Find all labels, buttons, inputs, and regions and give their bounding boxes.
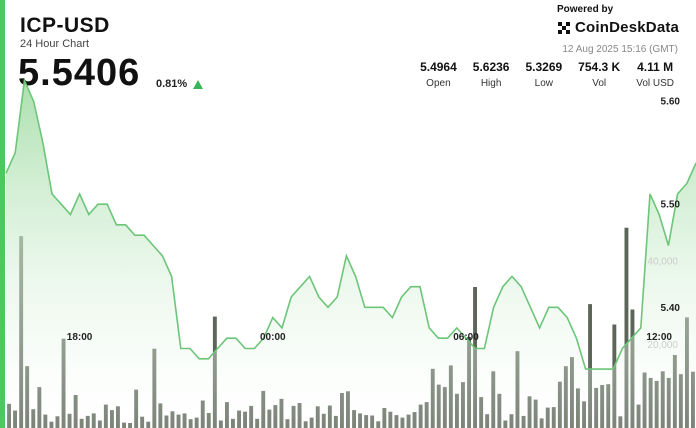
price-axis: 5.60 5.50 5.40	[661, 97, 681, 314]
price-area	[6, 80, 696, 428]
chart-subtitle: 24 Hour Chart	[20, 38, 90, 50]
price-tick-label: 5.50	[661, 200, 681, 211]
stat-high-label: High	[480, 78, 502, 89]
time-tick-label: 12:00	[646, 332, 672, 343]
stat-vol-label: Vol	[592, 78, 607, 89]
stat-vol-usd: 4.11 M Vol USD	[628, 60, 682, 89]
volume-bar	[624, 227, 629, 428]
symbol-title: ICP-USD	[20, 14, 110, 37]
stats-panel: 5.4964 Open 5.6236 High 5.3269 Low 754.3…	[412, 60, 682, 89]
timestamp: 12 Aug 2025 15:16 (GMT)	[562, 44, 678, 55]
volume-tick-label: 20,000	[647, 340, 678, 351]
stat-vol-usd-value: 4.11 M	[637, 60, 674, 74]
price-change: 0.81%	[156, 78, 188, 90]
price-tick-label: 5.40	[661, 303, 681, 314]
brand-logo[interactable]: CoinDeskData	[557, 19, 679, 36]
volume-bar	[588, 304, 592, 428]
time-tick-label: 06:00	[453, 332, 479, 343]
powered-by-label: Powered by	[557, 4, 614, 15]
stat-low-label: Low	[534, 78, 553, 89]
stat-open: 5.4964 Open	[412, 60, 465, 89]
volume-axis: 40,000 20,000	[647, 257, 678, 352]
stat-open-value: 5.4964	[420, 60, 457, 74]
current-price: 5.5406	[18, 52, 141, 94]
price-line	[5, 77, 696, 370]
stat-open-label: Open	[426, 78, 451, 89]
time-tick-label: 00:00	[260, 332, 286, 343]
time-axis: 18:00 00:00 06:00 12:00	[67, 332, 673, 343]
stat-high: 5.6236 High	[465, 60, 518, 89]
stat-low: 5.3269 Low	[517, 60, 570, 89]
stat-low-value: 5.3269	[525, 60, 563, 74]
triangle-up-icon	[193, 80, 203, 89]
stat-vol: 754.3 K Vol	[570, 60, 628, 89]
brand-name: CoinDeskData	[575, 19, 680, 36]
accent-bar	[0, 0, 5, 428]
volume-tick-label: 40,000	[647, 257, 678, 268]
time-tick-label: 18:00	[67, 332, 93, 343]
coindesk-logo-icon	[558, 21, 570, 34]
stat-high-value: 5.6236	[472, 60, 510, 74]
stat-vol-usd-label: Vol USD	[636, 78, 674, 89]
stat-vol-value: 754.3 K	[578, 60, 621, 74]
price-tick-label: 5.60	[661, 97, 681, 108]
